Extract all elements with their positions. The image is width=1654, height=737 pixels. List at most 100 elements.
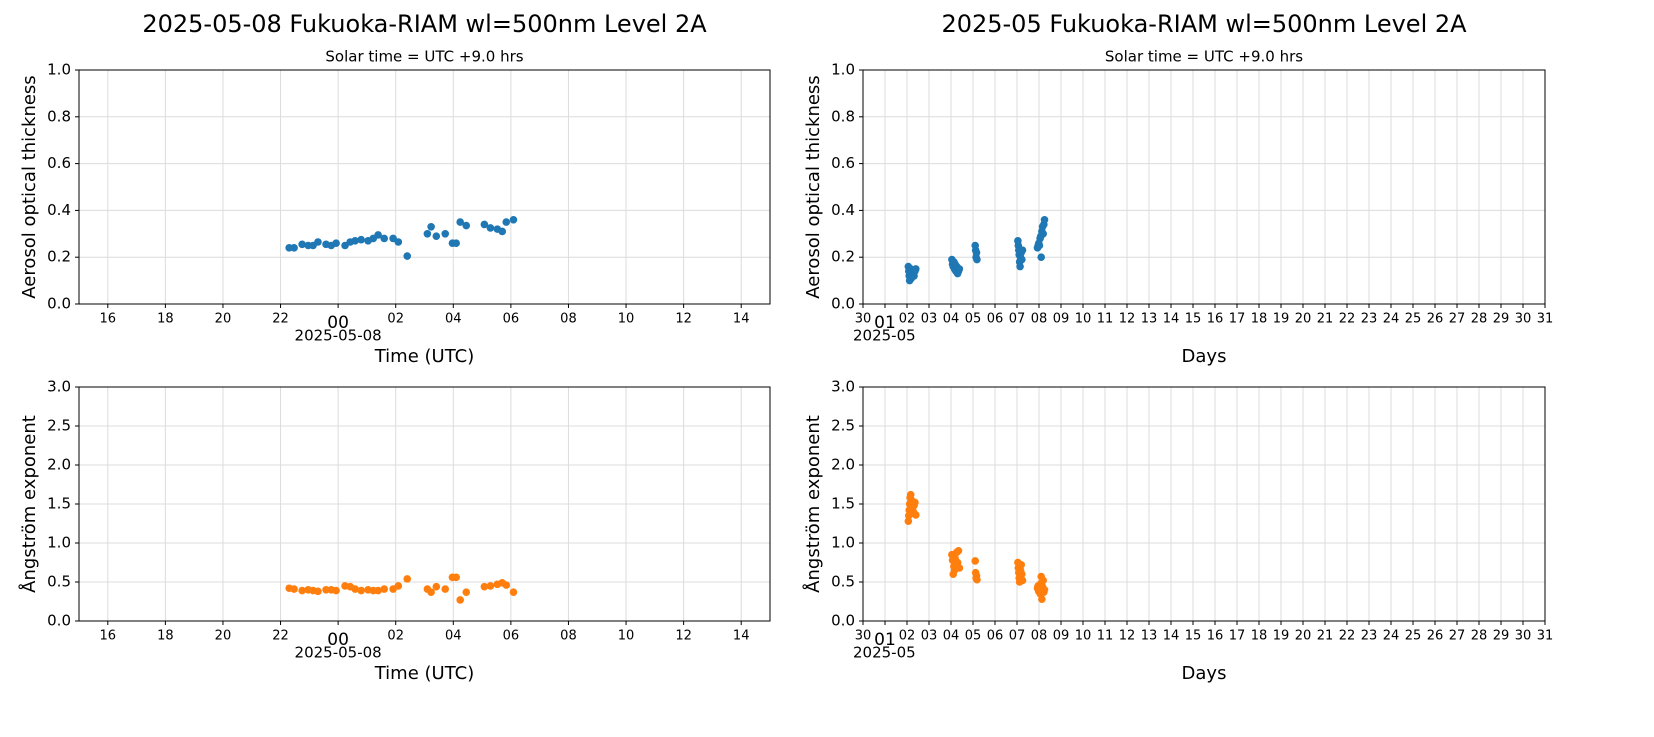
scatter-point [1016, 262, 1024, 271]
y-tick-label: 0.5 [47, 573, 71, 591]
scatter-point [403, 575, 412, 583]
x-tick-label: 04 [943, 629, 960, 644]
scatter-point [480, 220, 489, 229]
x-tick-label: 21 [1317, 629, 1334, 644]
x-tick-label: 30 [1515, 312, 1532, 327]
x-date-label: 2025-05-08 [295, 644, 382, 662]
x-tick-label: 04 [445, 629, 462, 644]
x-tick-label: 11 [1097, 629, 1114, 644]
chart-subtitle: Solar time = UTC +9.0 hrs [325, 48, 523, 66]
axes-frame [78, 386, 771, 622]
x-tick-label: 17 [1229, 629, 1246, 644]
y-tick-label: 1.0 [47, 61, 71, 79]
x-tick-label: 28 [1471, 312, 1488, 327]
y-tick-label: 0.0 [47, 295, 71, 313]
scatter-point [904, 517, 913, 525]
scatter-point [332, 586, 340, 595]
x-tick-label: 30 [1515, 629, 1532, 644]
x-tick-label: 11 [1097, 312, 1114, 327]
x-tick-label: 24 [1383, 629, 1400, 644]
scatter-point [314, 238, 322, 246]
x-tick-label: 26 [1427, 629, 1444, 644]
scatter-point [1037, 253, 1045, 261]
x-tick-label: 04 [943, 312, 960, 327]
scatter-point [462, 221, 471, 230]
scatter-point [1017, 561, 1025, 569]
x-date-label: 2025-05 [853, 644, 916, 662]
y-tick-label: 2.5 [831, 417, 855, 435]
x-tick-label: 30 [855, 312, 872, 327]
scatter-point [971, 557, 979, 565]
x-tick-label: 28 [1471, 629, 1488, 644]
x-tick-label: 01 [874, 630, 896, 650]
x-tick-label: 07 [1009, 629, 1026, 644]
scatter-point [394, 238, 403, 246]
scatter-point [314, 587, 322, 596]
x-axis-label: Days [1182, 663, 1227, 684]
scatter-point [290, 244, 298, 252]
y-tick-label: 1.5 [47, 495, 71, 513]
scatter-point [509, 588, 518, 596]
x-tick-label: 14 [733, 629, 750, 644]
x-tick-label: 27 [1449, 312, 1466, 327]
x-tick-label: 12 [675, 312, 692, 327]
x-tick-label: 08 [560, 312, 577, 327]
x-tick-label: 20 [215, 629, 232, 644]
x-tick-label: 23 [1361, 312, 1378, 327]
x-tick-label: 22 [272, 629, 289, 644]
y-tick-label: 3.0 [47, 378, 71, 396]
scatter-point [432, 232, 441, 240]
y-tick-label: 3.0 [831, 378, 855, 396]
y-tick-label: 1.0 [47, 534, 71, 552]
x-tick-label: 29 [1493, 629, 1510, 644]
axes-frame [78, 69, 771, 305]
y-tick-label: 0.5 [831, 573, 855, 591]
scatter-point [1038, 595, 1046, 603]
scatter-point [502, 581, 511, 589]
y-axis-label: Aerosol optical thickness [19, 75, 40, 298]
x-tick-label: 02 [899, 312, 916, 327]
y-tick-label: 1.5 [831, 495, 855, 513]
x-tick-label: 12 [1119, 312, 1136, 327]
x-tick-label: 27 [1449, 629, 1466, 644]
x-tick-label: 10 [618, 629, 635, 644]
scatter-point [1018, 246, 1027, 254]
scatter-point [972, 248, 981, 257]
x-tick-label: 12 [1119, 629, 1136, 644]
x-tick-label: 05 [965, 629, 982, 644]
y-tick-label: 2.0 [47, 456, 71, 474]
scatter-point [1018, 570, 1026, 578]
x-tick-label: 12 [675, 629, 692, 644]
x-tick-label: 14 [733, 312, 750, 327]
x-tick-label: 10 [618, 312, 635, 327]
x-tick-label: 00 [327, 630, 349, 650]
scatter-point [374, 586, 382, 595]
x-tick-label: 07 [1009, 312, 1026, 327]
scatter-point [498, 227, 507, 236]
x-tick-label: 09 [1053, 312, 1070, 327]
scatter-point [357, 586, 365, 595]
scatter-point [486, 224, 495, 232]
x-tick-label: 14 [1163, 312, 1180, 327]
x-tick-label: 22 [272, 312, 289, 327]
scatter-point [955, 265, 964, 273]
x-tick-label: 19 [1273, 312, 1290, 327]
x-tick-label: 01 [874, 313, 896, 333]
x-tick-label: 06 [987, 629, 1004, 644]
axes-frame [862, 386, 1546, 622]
scatter-point [332, 239, 340, 247]
scatter-point [351, 237, 359, 245]
x-tick-label: 15 [1185, 629, 1202, 644]
scatter-point [456, 218, 465, 226]
x-tick-label: 18 [157, 312, 174, 327]
x-tick-label: 17 [1229, 312, 1246, 327]
y-tick-label: 0.2 [831, 248, 855, 266]
y-tick-label: 0.6 [47, 154, 71, 172]
y-tick-label: 2.0 [831, 456, 855, 474]
y-tick-label: 0.4 [47, 201, 71, 219]
x-tick-label: 20 [1295, 312, 1312, 327]
y-axis-label: Ångström exponent [802, 415, 824, 593]
x-tick-label: 26 [1427, 312, 1444, 327]
